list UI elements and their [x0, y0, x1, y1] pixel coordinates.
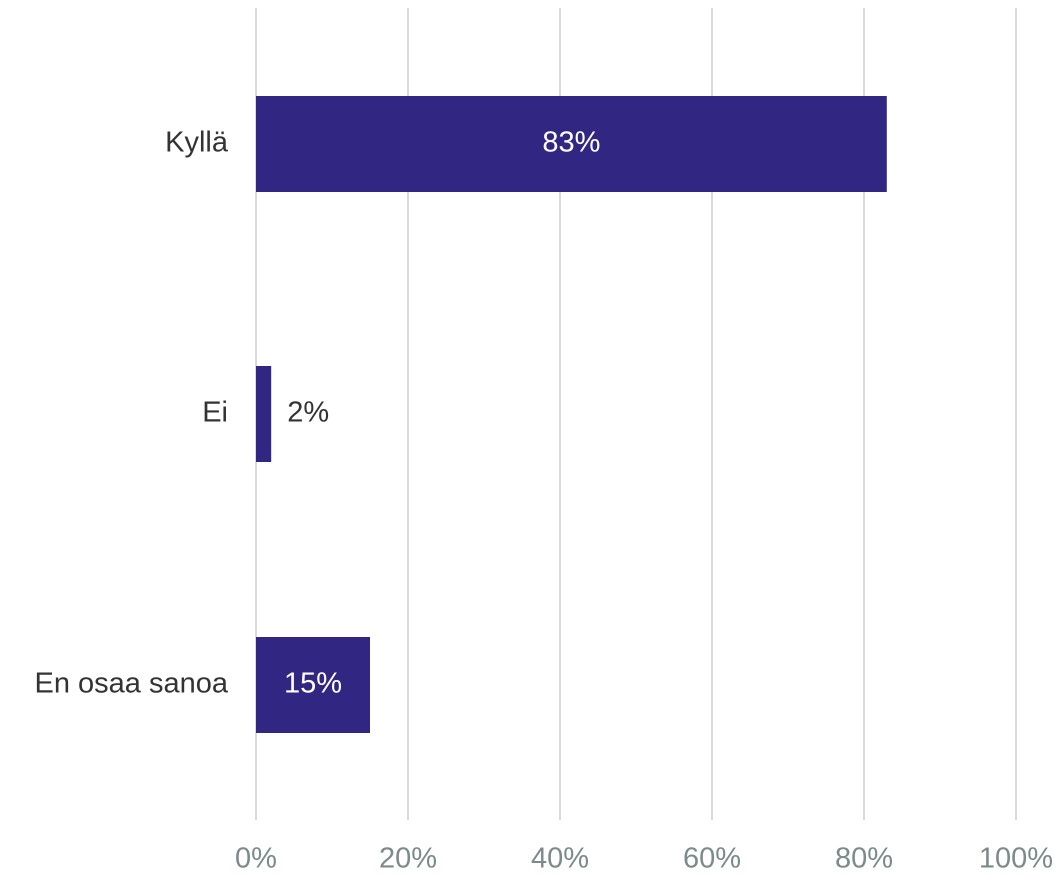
- x-tick-label: 80%: [835, 843, 893, 873]
- bar-value-label: 15%: [284, 668, 342, 700]
- category-label: En osaa sanoa: [35, 668, 229, 700]
- x-tick-label: 100%: [979, 843, 1053, 873]
- bar-value-label: 83%: [542, 127, 600, 159]
- category-labels: Kyllä Ei En osaa sanoa: [35, 127, 229, 700]
- value-labels: 83% 2% 15%: [284, 127, 600, 700]
- bar: [256, 637, 370, 733]
- x-tick-label: 60%: [683, 843, 741, 873]
- category-label: Kyllä: [165, 127, 229, 159]
- bars: [256, 96, 887, 733]
- x-axis-tick-labels: 0% 20% 40% 60% 80% 100%: [235, 843, 1053, 875]
- bar: [256, 366, 272, 462]
- category-label: Ei: [202, 397, 228, 429]
- bar: [256, 96, 887, 192]
- bar-value-label: 2%: [287, 397, 329, 429]
- x-tick-label: 40%: [531, 843, 589, 873]
- x-tick-label: 20%: [379, 843, 437, 873]
- x-tick-label: 0%: [235, 843, 277, 873]
